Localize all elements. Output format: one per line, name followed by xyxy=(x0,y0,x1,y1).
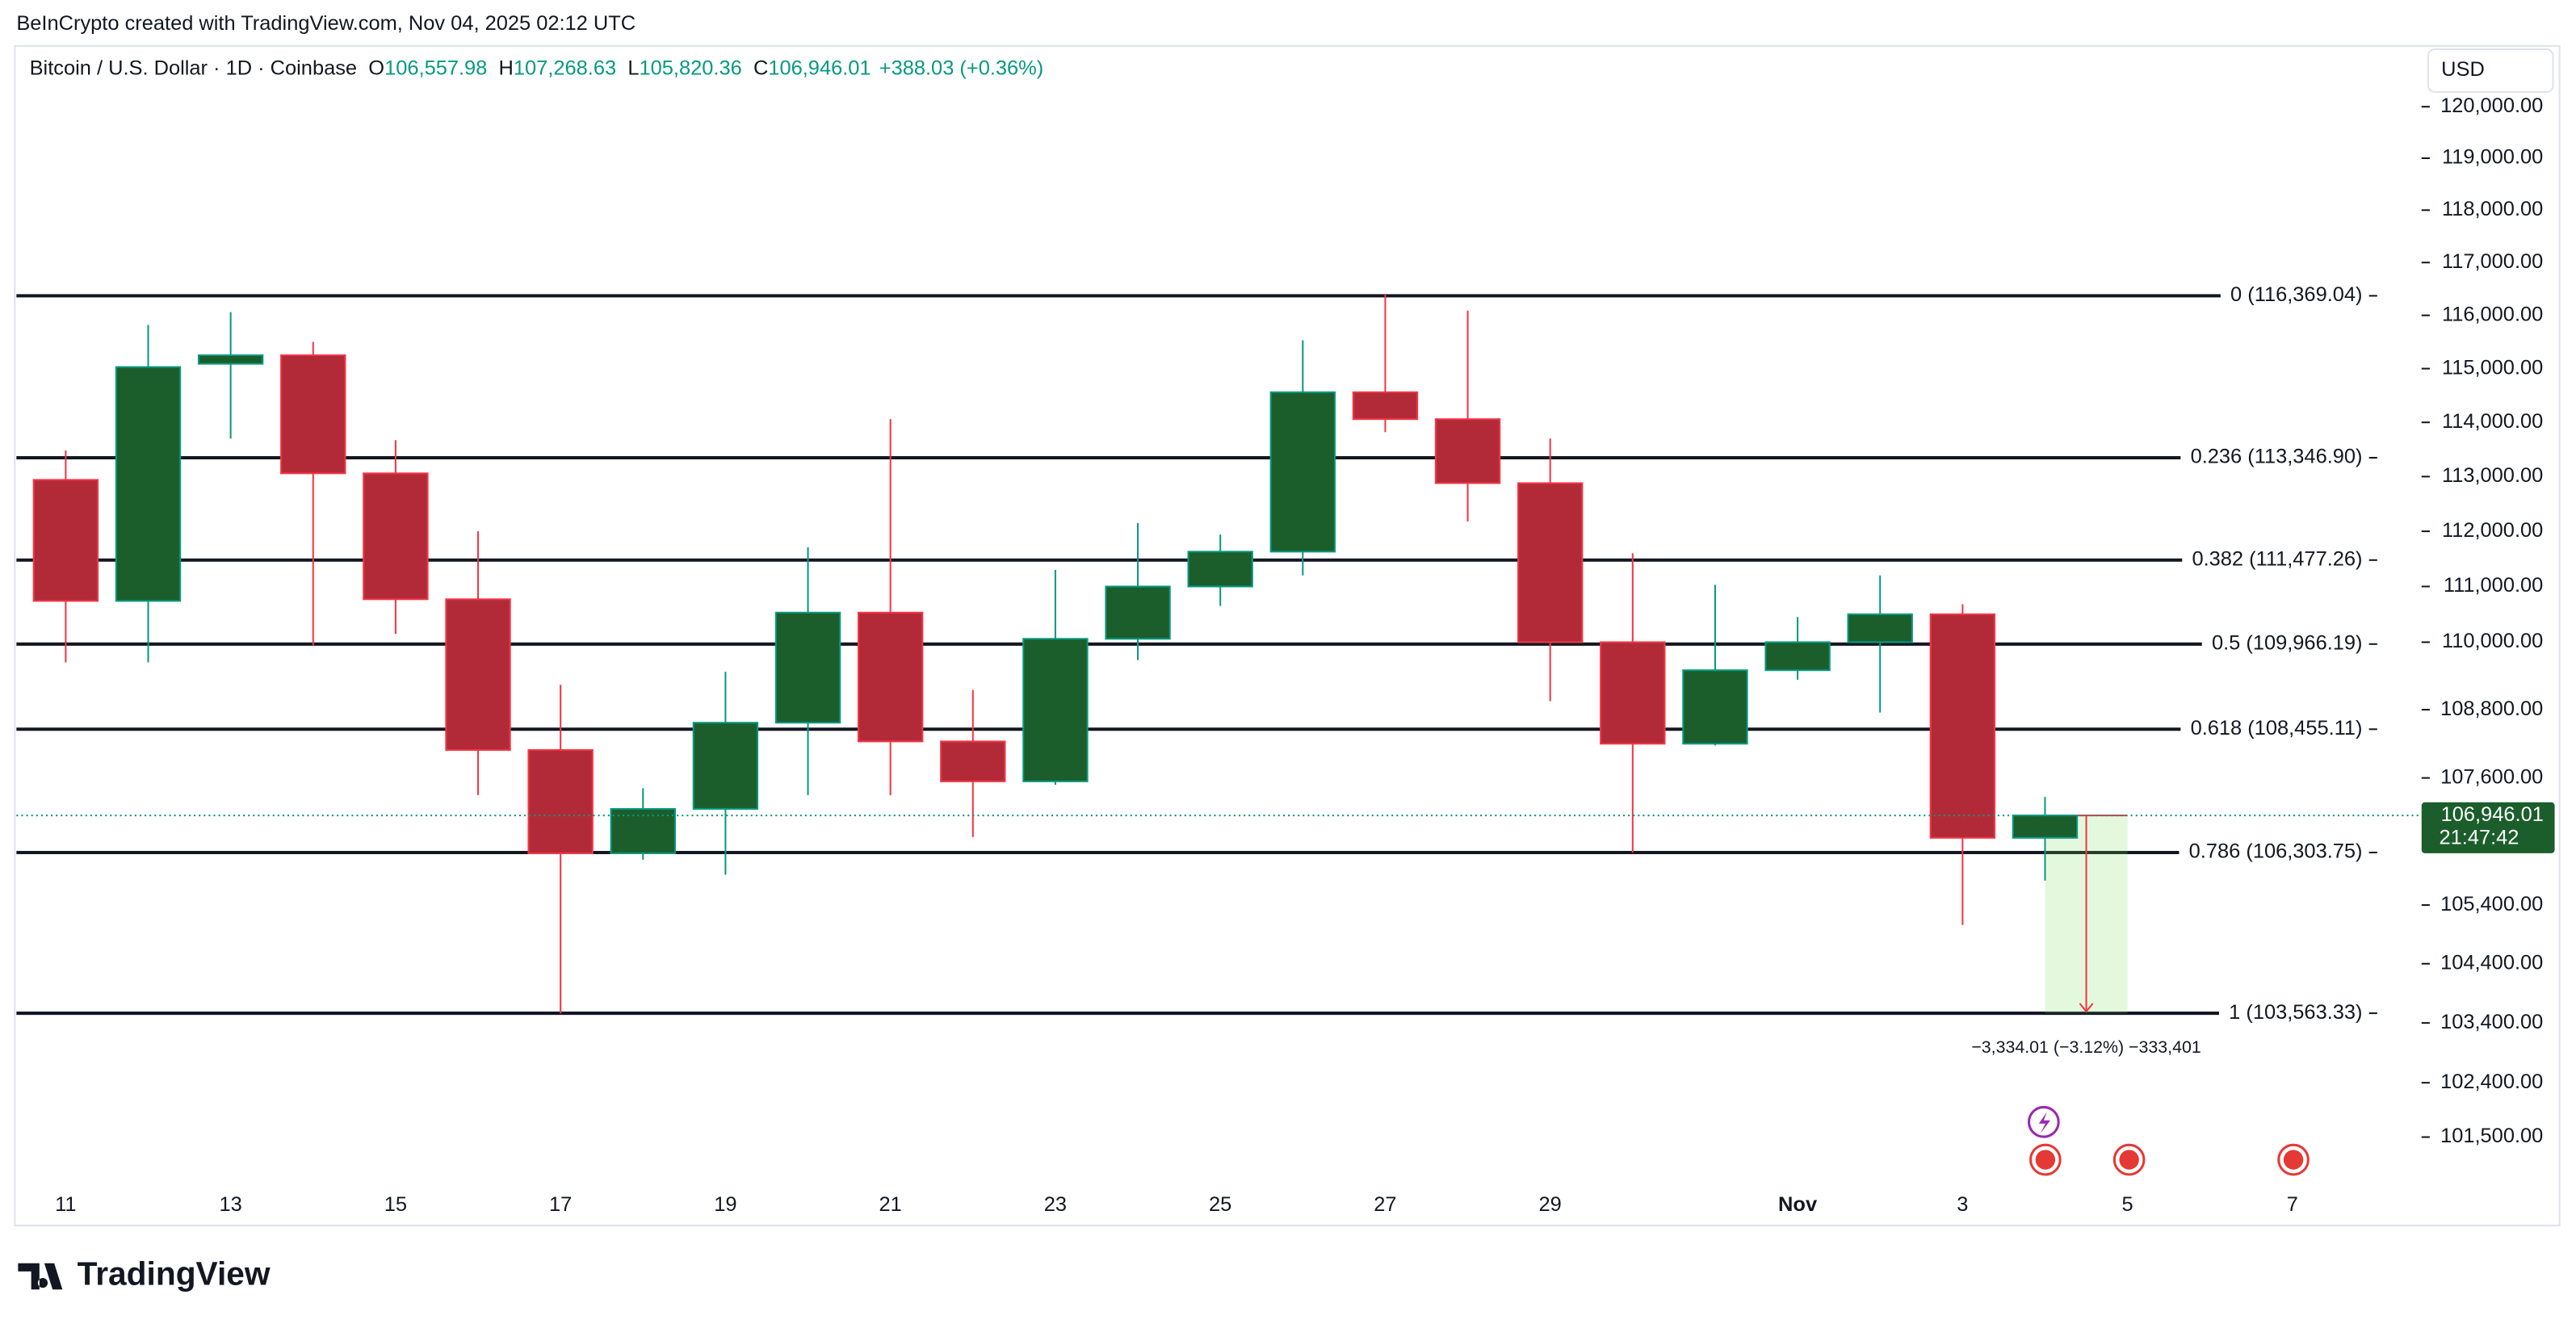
x-tick-label: 11 xyxy=(55,1193,76,1216)
header-text: C xyxy=(753,57,768,79)
countdown-label: 21:47:42 xyxy=(2439,826,2519,848)
y-tick-label: 112,000.00 xyxy=(2442,519,2543,542)
candle-body xyxy=(610,807,676,854)
header-text: 106,946.01 xyxy=(768,57,871,79)
candle-body xyxy=(115,366,182,602)
y-tick-label: 104,400.00 xyxy=(2440,951,2543,974)
y-tick-label: 103,400.00 xyxy=(2440,1011,2543,1033)
candle-body xyxy=(1600,641,1666,745)
event-flag-inner xyxy=(2119,1150,2139,1170)
y-tick-label: 114,000.00 xyxy=(2442,410,2543,433)
candle-body xyxy=(197,354,264,365)
event-icon-bolt xyxy=(2038,1112,2050,1133)
candle-body xyxy=(363,472,429,601)
header-text: L xyxy=(627,57,639,79)
candle-body xyxy=(1847,613,1913,643)
y-tick-label: 115,000.00 xyxy=(2442,356,2543,379)
logo-text: TradingView xyxy=(78,1255,271,1293)
fib-label: 0.786 (106,303.75) xyxy=(2189,840,2363,863)
header-text: 105,820.36 xyxy=(640,57,742,79)
x-tick-label: 23 xyxy=(1044,1193,1067,1216)
y-tick-label: 110,000.00 xyxy=(2442,630,2543,652)
y-tick-label: 118,000.00 xyxy=(2442,198,2543,220)
candle-body xyxy=(1929,613,1996,839)
x-tick-label: 25 xyxy=(1209,1193,1231,1216)
y-tick-label: 107,600.00 xyxy=(2440,765,2543,788)
x-tick-label: 5 xyxy=(2122,1193,2133,1216)
candle-body xyxy=(774,611,841,724)
x-tick-label: 17 xyxy=(549,1193,572,1216)
header-text: +388.03 (+0.36%) xyxy=(879,57,1044,79)
header-text: 106,557.98 xyxy=(384,57,487,79)
candle-body xyxy=(857,611,924,743)
currency-button[interactable] xyxy=(2427,48,2554,93)
candle-body xyxy=(1434,418,1501,484)
candle-body xyxy=(1269,391,1336,553)
x-tick-label: Nov xyxy=(1778,1193,1818,1216)
x-tick-label: 7 xyxy=(2287,1193,2298,1216)
x-tick-label: 13 xyxy=(219,1193,241,1216)
x-tick-label: 19 xyxy=(714,1193,736,1216)
fib-label: 0.618 (108,455.11) xyxy=(2191,717,2363,740)
event-flag-inner xyxy=(2283,1150,2304,1170)
fib-label: 0 (116,369.04) xyxy=(2230,283,2362,306)
event-flag-inner xyxy=(2035,1150,2056,1170)
measure-label: −3,334.01 (−3.12%) −333,401 xyxy=(1971,1037,2201,1057)
y-tick-label: 102,400.00 xyxy=(2440,1071,2543,1093)
y-tick-label: 116,000.00 xyxy=(2442,303,2543,325)
x-tick-label: 29 xyxy=(1539,1193,1562,1216)
logo-mark xyxy=(18,1263,63,1290)
fib-label: 0.5 (109,966.19) xyxy=(2212,632,2363,655)
y-tick-label: 111,000.00 xyxy=(2444,574,2543,597)
candle-body xyxy=(32,479,99,602)
logo: TradingView xyxy=(18,1255,271,1293)
candle-body xyxy=(1022,638,1089,782)
y-tick-label: 117,000.00 xyxy=(2442,250,2543,273)
header-text: Bitcoin / U.S. Dollar · 1D · Coinbase xyxy=(30,57,357,79)
candle-body xyxy=(1105,585,1171,640)
fib-label: 0.382 (111,477.26) xyxy=(2192,547,2362,570)
header-text: H xyxy=(499,57,514,79)
currency-label[interactable]: USD xyxy=(2441,58,2485,81)
candle-body xyxy=(1187,551,1253,588)
candle-body xyxy=(1517,482,1584,643)
events xyxy=(2028,1105,2310,1176)
legend-header: Bitcoin / U.S. Dollar · 1D · Coinbase O10… xyxy=(30,57,1044,79)
candle-body xyxy=(692,722,759,810)
y-tick-label: 120,000.00 xyxy=(2440,94,2543,117)
y-tick-label: 105,400.00 xyxy=(2440,893,2543,915)
candle-body xyxy=(1352,391,1419,421)
y-tick-label: 101,500.00 xyxy=(2440,1125,2543,1147)
candle-body xyxy=(1764,641,1831,672)
fib-label: 0.236 (113,346.90) xyxy=(2191,446,2363,468)
x-tick-label: 15 xyxy=(384,1193,407,1216)
chart-frame xyxy=(14,44,2561,1226)
candle-body xyxy=(527,748,594,854)
y-tick-label: 108,800.00 xyxy=(2440,698,2543,720)
last-price-box xyxy=(2421,802,2555,853)
x-tick-label: 27 xyxy=(1374,1193,1396,1216)
header-text: 107,268.63 xyxy=(514,57,616,79)
header-text: O xyxy=(368,57,384,79)
candle-body xyxy=(2012,815,2079,839)
candle-body xyxy=(940,740,1006,782)
watermark: BeInCrypto created with TradingView.com,… xyxy=(16,12,636,35)
last-price-label: 106,946.01 xyxy=(2441,803,2544,826)
y-tick-label: 113,000.00 xyxy=(2442,464,2543,487)
header: Bitcoin / U.S. Dollar · 1D · Coinbase O10… xyxy=(30,57,1044,79)
y-tick-label: 119,000.00 xyxy=(2442,146,2543,169)
candle-body xyxy=(445,598,511,751)
candle-body xyxy=(280,354,346,475)
x-tick-label: 3 xyxy=(1957,1193,1968,1216)
fib-label: 1 (103,563.33) xyxy=(2229,1001,2362,1024)
measure-arrowhead xyxy=(2079,1003,2094,1013)
x-tick-label: 21 xyxy=(879,1193,902,1216)
candle-body xyxy=(1682,669,1748,745)
